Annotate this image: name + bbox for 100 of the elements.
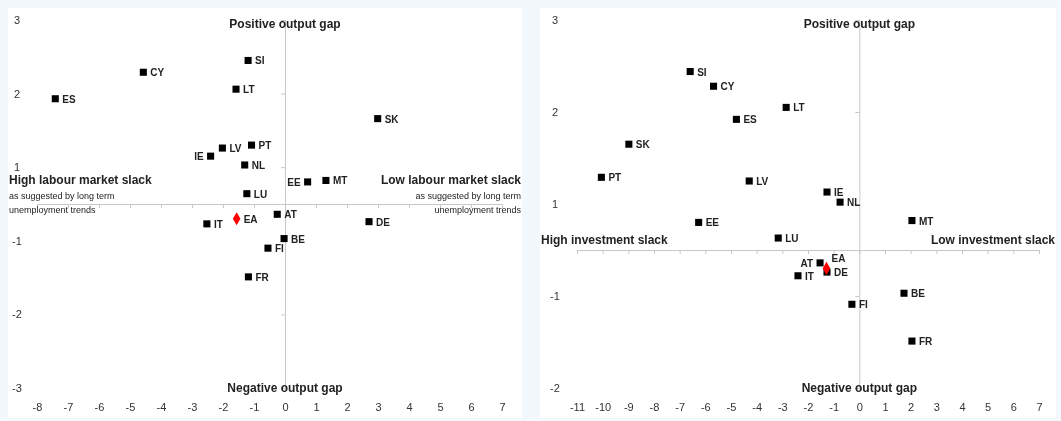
annotation: ES xyxy=(743,114,758,126)
x-tick-label: 1 xyxy=(882,401,889,413)
x-tick-label: -5 xyxy=(125,401,136,413)
x-tick-label: -10 xyxy=(595,401,612,413)
y-tick-label: 1 xyxy=(551,198,559,211)
point xyxy=(816,259,824,267)
annotation: LV xyxy=(229,143,242,155)
y-tick-label: 1 xyxy=(13,161,21,174)
x-tick-label: -2 xyxy=(803,401,814,413)
point xyxy=(51,95,59,103)
point xyxy=(244,273,252,281)
x-tick-label: 0 xyxy=(282,401,289,413)
annotation: PT xyxy=(608,172,622,184)
y-tick-label: 3 xyxy=(13,14,21,27)
annotation: EE xyxy=(287,176,301,188)
point xyxy=(244,56,252,65)
point xyxy=(243,190,251,198)
x-tick-label: 6 xyxy=(1010,401,1017,413)
point xyxy=(280,235,288,243)
annotation: EA xyxy=(243,213,258,225)
x-tick-label: 4 xyxy=(959,401,966,413)
annotation: DE xyxy=(833,267,849,279)
x-tick-label: -3 xyxy=(187,401,198,413)
annotation: EA xyxy=(831,253,846,265)
annotation: LT xyxy=(243,84,255,96)
annotation: SI xyxy=(255,55,265,67)
point xyxy=(686,67,694,76)
annotation: DE xyxy=(376,216,391,228)
point xyxy=(823,188,831,196)
x-tick-label: -4 xyxy=(752,401,763,413)
point xyxy=(625,140,633,148)
x-tick-label: 2 xyxy=(908,401,915,413)
x-tick-label: 4 xyxy=(406,401,413,413)
x-tick-label: -7 xyxy=(63,401,74,413)
annotation: PT xyxy=(258,140,272,152)
annotation: Low investment slack xyxy=(930,233,1056,247)
x-tick-label: -5 xyxy=(726,401,737,413)
point xyxy=(782,103,790,111)
point xyxy=(207,152,215,160)
point xyxy=(374,115,382,123)
point xyxy=(597,173,605,181)
x-tick-label: 3 xyxy=(375,401,382,413)
x-tick-label: -6 xyxy=(94,401,105,413)
x-tick-label: 6 xyxy=(468,401,475,413)
y-tick-label: 2 xyxy=(13,87,21,100)
annotation: High investment slack xyxy=(541,233,669,247)
annotation: AT xyxy=(284,209,297,221)
point xyxy=(365,218,373,226)
annotation: AT xyxy=(800,257,814,269)
point xyxy=(908,337,916,345)
x-tick-label: -3 xyxy=(777,401,788,413)
x-tick-label: 7 xyxy=(1036,401,1043,413)
y-tick-label: -3 xyxy=(12,382,22,395)
annotation: BE xyxy=(291,233,306,245)
annotation: NL xyxy=(847,197,861,209)
annotation: Positive output gap xyxy=(229,17,341,31)
annotation: SI xyxy=(697,66,707,78)
annotation: BE xyxy=(910,288,926,300)
point xyxy=(794,272,802,280)
annotation: MT xyxy=(332,175,348,187)
point xyxy=(836,198,844,206)
point xyxy=(774,234,782,242)
annotation: Negative output gap xyxy=(227,381,343,395)
annotation: as suggested by long term unemployment trends xyxy=(9,191,115,215)
x-tick-label: 5 xyxy=(985,401,992,413)
x-tick-label: -11 xyxy=(569,401,586,413)
point xyxy=(241,161,249,169)
annotation: LT xyxy=(793,102,805,114)
x-tick-label: -1 xyxy=(249,401,260,413)
annotation: IT xyxy=(804,270,814,282)
annotation: IE xyxy=(194,151,204,163)
point xyxy=(900,289,908,297)
point xyxy=(203,220,211,228)
annotation: CY xyxy=(720,81,735,93)
annotation: High labour market slack xyxy=(9,173,153,187)
x-tick-label: 5 xyxy=(437,401,444,413)
point xyxy=(218,144,226,152)
annotation: LU xyxy=(785,233,799,245)
x-tick-label: 1 xyxy=(313,401,320,413)
annotation: Negative output gap xyxy=(801,381,918,395)
x-tick-label: -1 xyxy=(829,401,840,413)
annotation: FI xyxy=(858,299,868,311)
y-tick-label: -1 xyxy=(550,290,560,303)
annotation: FI xyxy=(274,243,285,255)
annotation: IT xyxy=(213,218,223,230)
x-tick-label: -6 xyxy=(700,401,711,413)
point xyxy=(695,218,703,226)
point xyxy=(848,300,856,308)
annotation: FR xyxy=(918,336,934,348)
point xyxy=(322,176,330,184)
point xyxy=(908,217,916,225)
x-tick-label: -2 xyxy=(218,401,229,413)
x-tick-label: -9 xyxy=(623,401,634,413)
annotation: MT xyxy=(918,215,934,227)
y-tick-label: -1 xyxy=(12,234,22,247)
point xyxy=(273,210,281,218)
point xyxy=(732,115,740,123)
x-tick-label: 3 xyxy=(933,401,940,413)
annotation: NL xyxy=(251,159,266,171)
annotation: Positive output gap xyxy=(803,17,916,31)
